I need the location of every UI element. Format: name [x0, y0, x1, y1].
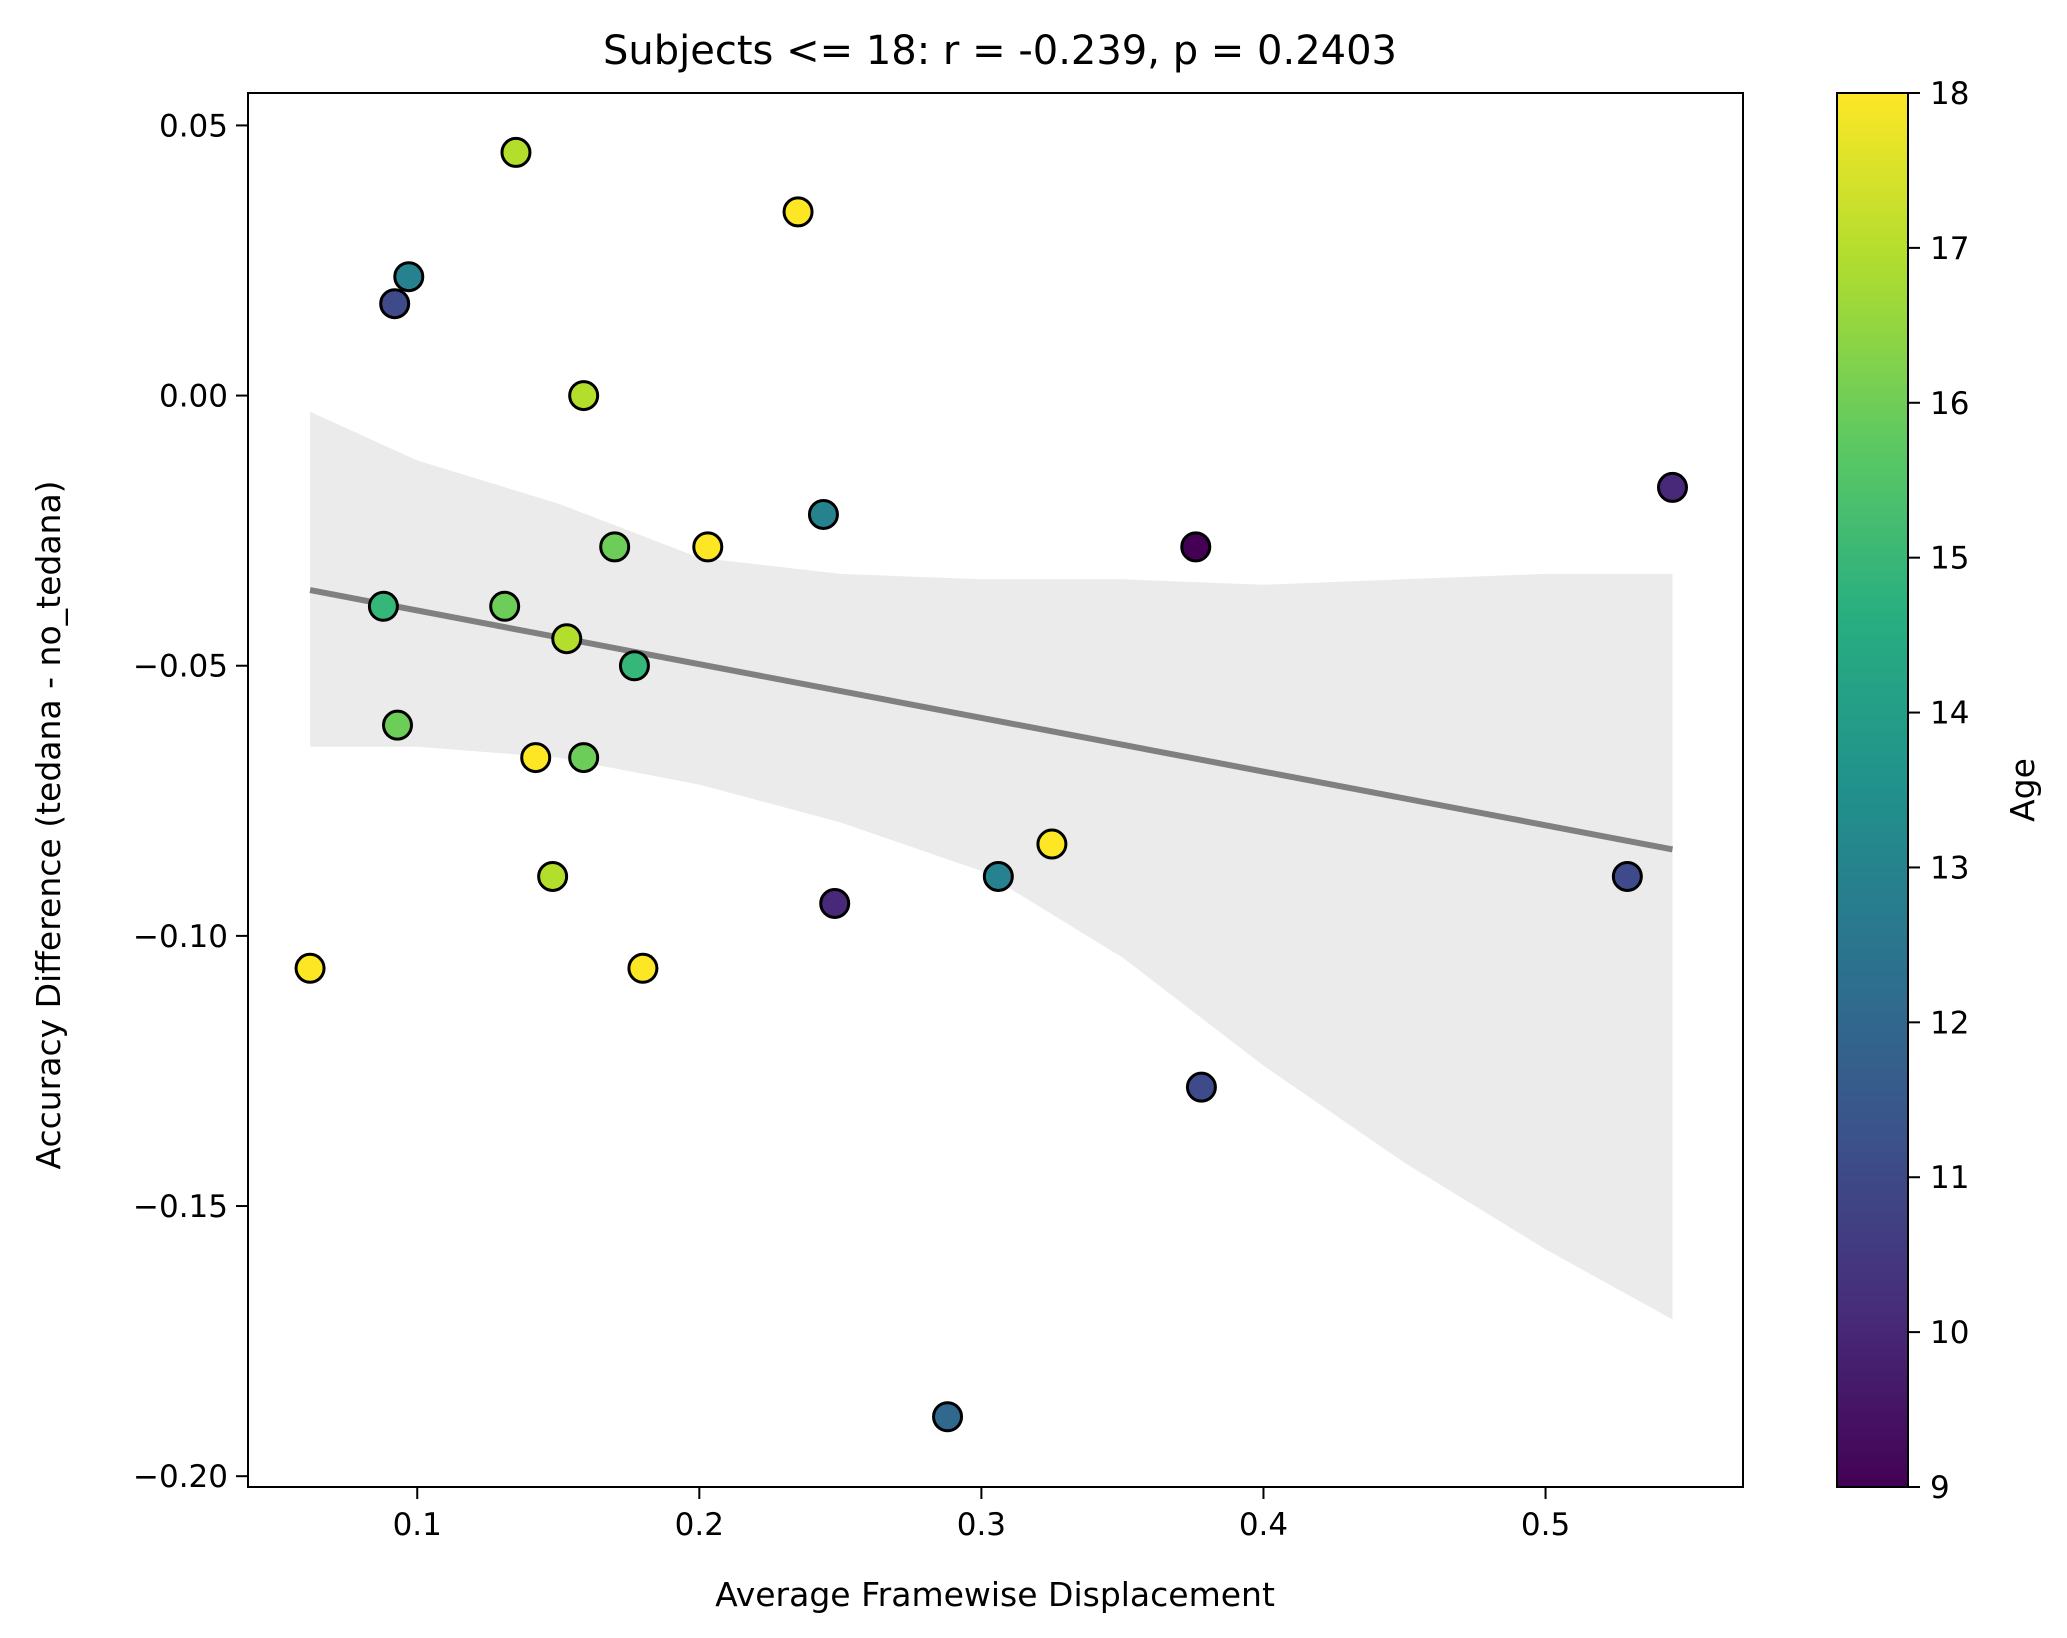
data-point	[294, 952, 326, 984]
data-point	[782, 196, 814, 228]
x-tick-label: 0.5	[1521, 1507, 1570, 1543]
regression-line	[309, 587, 1674, 853]
data-points	[294, 136, 1688, 1433]
x-axis-label: Average Framewise Displacement	[715, 1575, 1275, 1614]
colorbar-tick-label: 14	[1930, 696, 1969, 732]
x-tick-label: 0.1	[393, 1507, 442, 1543]
y-tick-label: 0.05	[159, 108, 228, 144]
data-point	[1036, 828, 1068, 860]
colorbar-tick-label: 17	[1930, 231, 1969, 267]
data-point	[1656, 471, 1688, 503]
y-tick-label: −0.20	[133, 1459, 228, 1495]
colorbar-tick-label: 15	[1930, 541, 1969, 577]
data-point	[489, 590, 521, 622]
data-point	[618, 650, 650, 682]
colorbar-tick-label: 16	[1930, 386, 1969, 422]
y-tick-label: −0.05	[133, 649, 228, 685]
y-tick-label: −0.10	[133, 919, 228, 955]
x-axis: 0.1 0.2 0.3 0.4 0.5	[393, 1487, 1570, 1543]
colorbar-tick-label: 12	[1930, 1005, 1969, 1041]
data-point	[819, 887, 851, 919]
y-tick-label: 0.00	[159, 379, 228, 415]
data-point	[982, 860, 1014, 892]
y-axis: 0.05 0.00 −0.05 −0.10 −0.15 −0.20	[133, 108, 248, 1495]
colorbar-label: Age	[2003, 758, 2042, 822]
y-tick-label: −0.15	[133, 1189, 228, 1225]
data-point	[627, 952, 659, 984]
y-axis-label: Accuracy Difference (tedana - no_tedana)	[29, 480, 68, 1169]
data-point	[551, 623, 583, 655]
data-point	[692, 531, 724, 563]
data-point	[807, 498, 839, 530]
colorbar-tick-label: 13	[1930, 850, 1969, 886]
colorbar-tick-label: 10	[1930, 1315, 1969, 1351]
colorbar-tick-label: 9	[1930, 1470, 1950, 1506]
plot-frame	[247, 92, 1744, 1488]
plot-area	[247, 92, 1744, 1488]
colorbar: 9 10 11 12 13 14 15 16 17 18 Age	[1836, 76, 2042, 1506]
data-point	[1180, 531, 1212, 563]
data-point	[1611, 860, 1643, 892]
chart-title: Subjects <= 18: r = -0.239, p = 0.2403	[603, 28, 1397, 74]
data-point	[393, 261, 425, 293]
data-point	[932, 1401, 964, 1433]
data-point	[599, 531, 631, 563]
colorbar-tick-label: 18	[1930, 76, 1969, 112]
colorbar-gradient	[1836, 92, 1909, 1488]
x-tick-label: 0.4	[1239, 1507, 1288, 1543]
colorbar-ticks: 9 10 11 12 13 14 15 16 17 18	[1908, 76, 1969, 1506]
data-point	[379, 288, 411, 320]
data-point	[367, 590, 399, 622]
data-point	[500, 136, 532, 168]
data-point	[382, 709, 413, 741]
data-point	[568, 742, 600, 774]
data-point	[520, 742, 552, 774]
data-point	[568, 380, 600, 412]
x-tick-label: 0.2	[675, 1507, 724, 1543]
data-point	[537, 860, 569, 892]
x-tick-label: 0.3	[957, 1507, 1006, 1543]
data-point	[1185, 1071, 1217, 1103]
colorbar-tick-label: 11	[1930, 1160, 1969, 1196]
